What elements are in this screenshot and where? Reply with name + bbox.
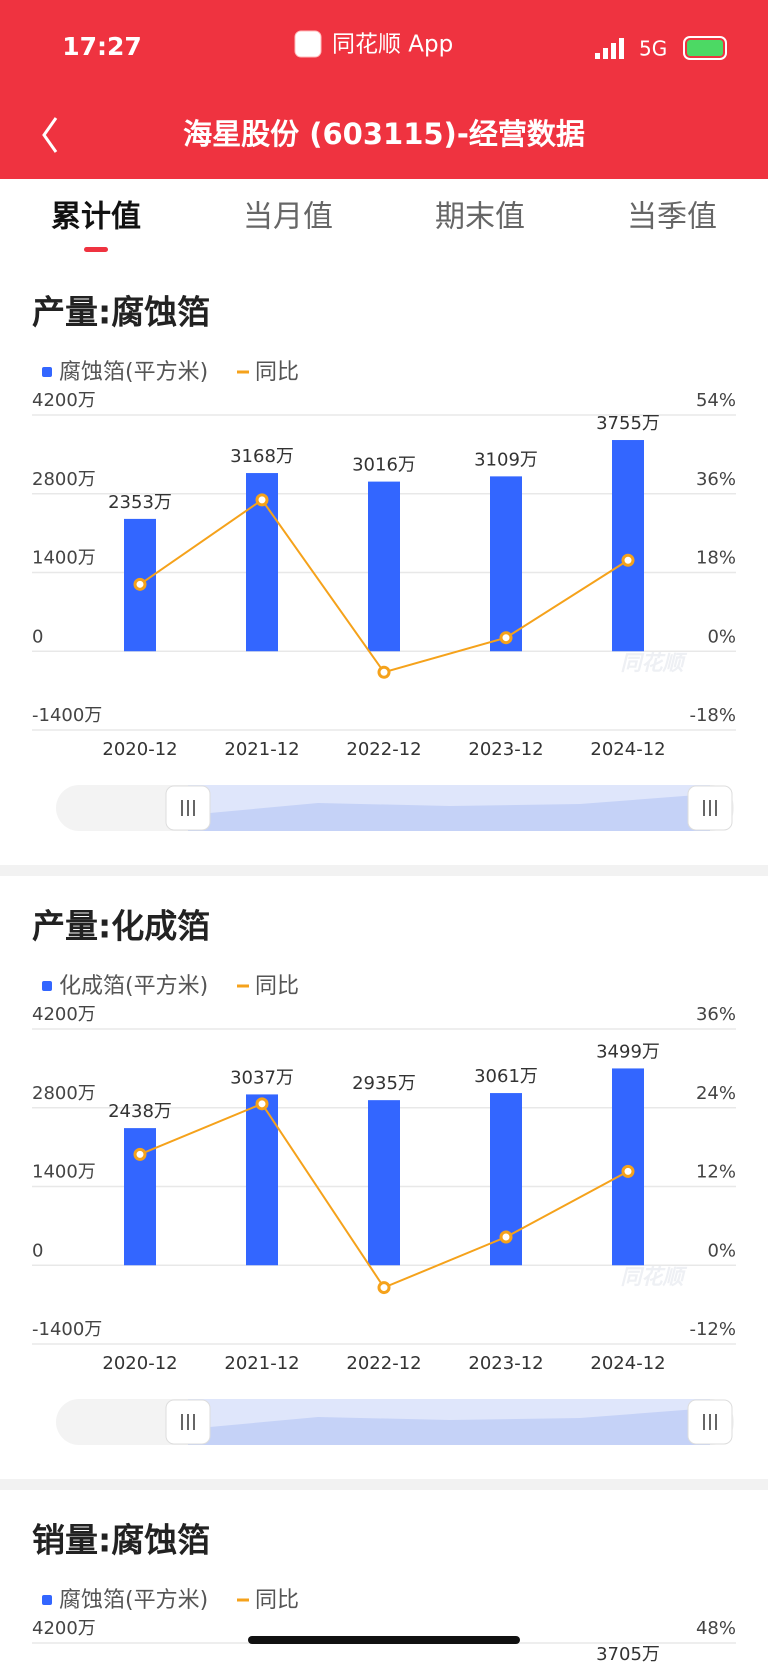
y2-tick-label: 36%	[696, 1004, 736, 1025]
bar-value-label: 3499万	[596, 1041, 660, 1062]
tab[interactable]: 当月值	[243, 200, 333, 235]
legend-label: 同比	[255, 974, 299, 999]
status-time: 17:27	[62, 32, 142, 61]
y-tick-label: 1400万	[32, 1162, 96, 1183]
chart-title: 产量:化成箔	[32, 907, 210, 946]
x-tick-label: 2021-12	[224, 739, 299, 760]
section-divider	[0, 865, 768, 876]
legend-swatch	[42, 981, 52, 991]
yoy-point	[499, 631, 513, 645]
yoy-point	[133, 1147, 147, 1161]
yoy-point	[621, 1164, 635, 1178]
legend-label: 同比	[255, 1588, 299, 1613]
back-button[interactable]	[42, 117, 58, 153]
bar-value-label: 3705万	[596, 1644, 660, 1663]
y-tick-label: 4200万	[32, 1618, 96, 1639]
y2-tick-label: 48%	[696, 1618, 736, 1639]
x-tick-label: 2023-12	[468, 739, 543, 760]
yoy-point	[377, 665, 391, 679]
bar	[490, 476, 522, 652]
x-tick-label: 2021-12	[224, 1353, 299, 1374]
yoy-point	[255, 1097, 269, 1111]
bar-value-label: 2353万	[108, 492, 172, 513]
bar-value-label: 2935万	[352, 1073, 416, 1094]
legend-label: 腐蚀箔(平方米)	[59, 1588, 208, 1613]
x-tick-label: 2024-12	[590, 1353, 665, 1374]
bar	[368, 481, 400, 652]
x-tick-label: 2022-12	[346, 739, 421, 760]
tab[interactable]: 累计值	[51, 200, 141, 235]
slider-preview	[188, 794, 710, 831]
legend-label: 化成箔(平方米)	[59, 974, 208, 999]
y-tick-label: 1400万	[32, 548, 96, 569]
y-tick-label: 2800万	[32, 1083, 96, 1104]
bar-value-label: 3168万	[230, 446, 294, 467]
app-icon	[294, 30, 322, 58]
watermark: 同花顺	[621, 1265, 688, 1289]
battery-level	[687, 40, 723, 56]
legend-label: 同比	[255, 360, 299, 385]
legend-label: 腐蚀箔(平方米)	[59, 360, 208, 385]
chart-title: 产量:腐蚀箔	[32, 293, 210, 332]
bar-value-label: 2438万	[108, 1101, 172, 1122]
watermark: 同花顺	[621, 651, 688, 675]
home-indicator	[248, 1636, 520, 1644]
y-tick-label: -1400万	[32, 1319, 102, 1340]
bar-value-label: 3109万	[474, 449, 538, 470]
y2-tick-label: -18%	[689, 705, 736, 726]
y-tick-label: 2800万	[32, 469, 96, 490]
y2-tick-label: 24%	[696, 1083, 736, 1104]
y-tick-label: 4200万	[32, 1004, 96, 1025]
tab-indicator	[84, 247, 108, 252]
x-tick-label: 2022-12	[346, 1353, 421, 1374]
page-title: 海星股份 (603115)-经营数据	[183, 117, 585, 151]
tab[interactable]: 当季值	[627, 200, 717, 235]
bar	[246, 1094, 278, 1266]
legend-swatch	[42, 367, 52, 377]
bar-value-label: 3016万	[352, 455, 416, 476]
y2-tick-label: 0%	[707, 1240, 736, 1261]
y2-tick-label: -12%	[689, 1319, 736, 1340]
y-tick-label: 0	[32, 1240, 43, 1261]
y-tick-label: 4200万	[32, 390, 96, 411]
bar	[612, 440, 644, 652]
y-tick-label: 0	[32, 626, 43, 647]
status-network: 5G	[639, 37, 667, 61]
x-tick-label: 2023-12	[468, 1353, 543, 1374]
yoy-point	[499, 1230, 513, 1244]
y2-tick-label: 18%	[696, 548, 736, 569]
battery	[683, 36, 727, 60]
y2-tick-label: 12%	[696, 1162, 736, 1183]
y-tick-label: -1400万	[32, 705, 102, 726]
status-app: 同花顺 App	[332, 32, 453, 58]
bar-value-label: 3755万	[596, 413, 660, 434]
bar-value-label: 3037万	[230, 1067, 294, 1088]
signal-icon	[595, 38, 624, 59]
legend-swatch	[42, 1595, 52, 1605]
section-divider	[0, 1479, 768, 1490]
y2-tick-label: 54%	[696, 390, 736, 411]
yoy-point	[133, 577, 147, 591]
yoy-point	[621, 553, 635, 567]
chart-title: 销量:腐蚀箔	[32, 1521, 210, 1560]
y2-tick-label: 36%	[696, 469, 736, 490]
y2-tick-label: 0%	[707, 626, 736, 647]
bar	[368, 1100, 400, 1266]
slider-preview	[188, 1408, 710, 1445]
x-tick-label: 2024-12	[590, 739, 665, 760]
tab[interactable]: 期末值	[435, 200, 525, 235]
yoy-point	[377, 1281, 391, 1295]
yoy-point	[255, 493, 269, 507]
x-tick-label: 2020-12	[102, 1353, 177, 1374]
header-bg	[0, 0, 768, 179]
bar-value-label: 3061万	[474, 1066, 538, 1087]
x-tick-label: 2020-12	[102, 739, 177, 760]
